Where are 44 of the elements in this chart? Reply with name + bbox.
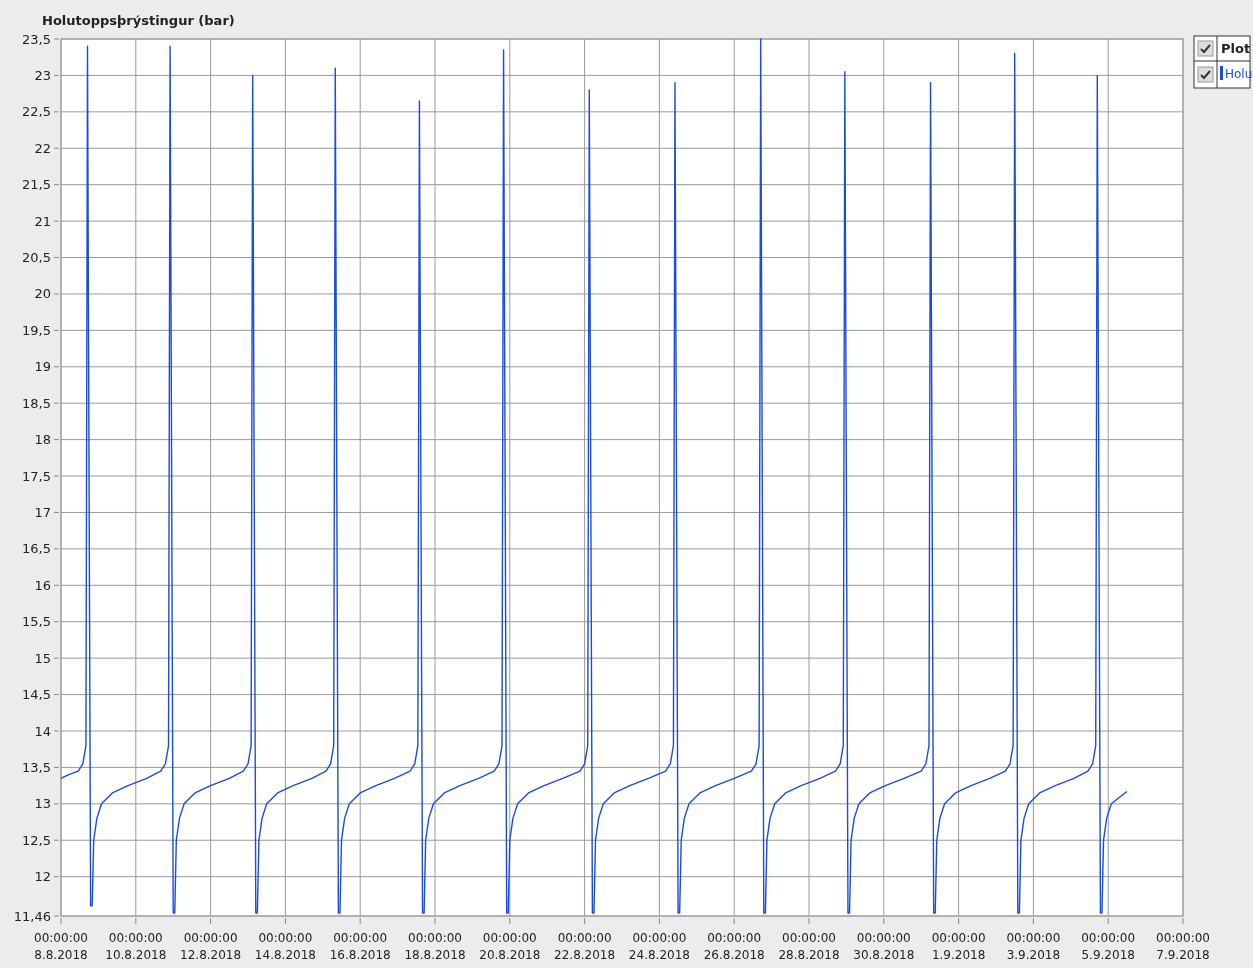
y-tick-label: 23,5 xyxy=(22,31,51,47)
x-tick-label: 00:00:00 7.9.2018 xyxy=(1156,931,1210,962)
x-tick-label: 00:00:00 22.8.2018 xyxy=(554,931,616,962)
y-tick-label: 21 xyxy=(34,213,51,229)
y-tick-label: 13 xyxy=(34,796,51,812)
chart-title: Holutoppsþrýstingur (bar) xyxy=(42,13,235,28)
y-tick-label: 19,5 xyxy=(22,322,51,338)
x-tick-label: 00:00:00 10.8.2018 xyxy=(105,931,167,962)
x-tick-label: 00:00:00 16.8.2018 xyxy=(329,931,391,962)
x-tick-label: 00:00:00 8.8.2018 xyxy=(34,931,88,962)
y-tick-label: 22,5 xyxy=(22,104,51,120)
x-tick-label: 00:00:00 3.9.2018 xyxy=(1006,931,1061,962)
x-tick-label: 00:00:00 28.8.2018 xyxy=(778,931,840,962)
y-tick-label: 22 xyxy=(34,140,51,156)
x-tick-label: 00:00:00 12.8.2018 xyxy=(180,931,242,962)
y-tick-label: 16 xyxy=(34,577,51,593)
y-tick-label: 18,5 xyxy=(22,395,51,411)
y-tick-label: 15 xyxy=(34,650,51,666)
y-tick-label: 21,5 xyxy=(22,177,51,193)
y-tick-label: 23 xyxy=(34,67,51,83)
x-tick-label: 00:00:00 5.9.2018 xyxy=(1081,931,1136,962)
y-tick-label: 14 xyxy=(34,723,51,739)
y-tick-label: 12,5 xyxy=(22,832,51,848)
legend-title: Plot xyxy=(1221,41,1251,56)
y-tick-label: 14,5 xyxy=(22,687,51,703)
x-tick-label: 00:00:00 1.9.2018 xyxy=(931,931,986,962)
x-tick-label: 00:00:00 26.8.2018 xyxy=(703,931,765,962)
y-tick-label: 13,5 xyxy=(22,759,51,775)
y-tick-label: 19 xyxy=(34,359,51,375)
y-tick-label: 20 xyxy=(34,286,51,302)
x-tick-label: 00:00:00 14.8.2018 xyxy=(254,931,316,962)
x-tick-label: 00:00:00 20.8.2018 xyxy=(479,931,541,962)
x-tick-label: 00:00:00 24.8.2018 xyxy=(628,931,690,962)
y-tick-label: 15,5 xyxy=(22,614,51,630)
y-tick-label: 12 xyxy=(34,869,51,885)
legend-label: Holu xyxy=(1225,67,1253,81)
x-tick-label: 00:00:00 18.8.2018 xyxy=(404,931,466,962)
y-tick-label: 20,5 xyxy=(22,250,51,266)
y-tick-label: 16,5 xyxy=(22,541,51,557)
y-tick-label: 17,5 xyxy=(22,468,51,484)
y-tick-label: 18 xyxy=(34,432,51,448)
y-tick-label: 11,46 xyxy=(13,908,51,924)
x-tick-label: 00:00:00 30.8.2018 xyxy=(853,931,915,962)
y-tick-label: 17 xyxy=(34,505,51,521)
